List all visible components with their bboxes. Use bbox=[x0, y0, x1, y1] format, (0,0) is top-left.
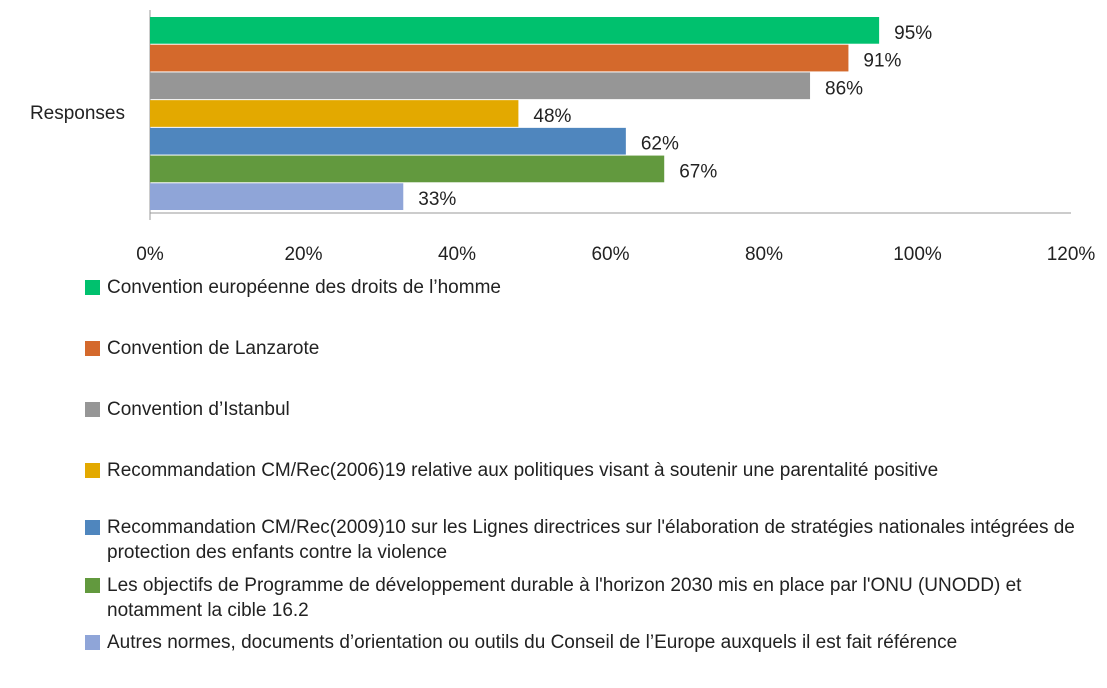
x-tick-label: 100% bbox=[893, 244, 942, 265]
data-label: 48% bbox=[533, 106, 571, 127]
x-tick-label: 120% bbox=[1047, 244, 1096, 265]
legend-label: Les objectifs de Programme de développem… bbox=[107, 575, 1022, 621]
legend-swatch bbox=[85, 280, 100, 295]
legend-label: Convention européenne des droits de l’ho… bbox=[107, 277, 501, 298]
legend-label: Convention de Lanzarote bbox=[107, 338, 320, 359]
legend-label: Convention d’Istanbul bbox=[107, 399, 290, 420]
legend-swatch bbox=[85, 341, 100, 356]
legend-swatch bbox=[85, 578, 100, 593]
data-label: 62% bbox=[641, 134, 679, 155]
legend-label: Recommandation CM/Rec(2009)10 sur les Li… bbox=[107, 517, 1075, 563]
legend-swatch bbox=[85, 463, 100, 478]
bar bbox=[150, 72, 811, 100]
bar bbox=[150, 17, 880, 44]
x-tick-label: 60% bbox=[591, 244, 629, 265]
y-tick-label: Responses bbox=[30, 103, 125, 124]
data-label: 91% bbox=[863, 51, 901, 72]
legend-label: Recommandation CM/Rec(2006)19 relative a… bbox=[107, 460, 939, 481]
data-label: 95% bbox=[894, 23, 932, 44]
bar bbox=[150, 44, 849, 72]
legend-swatch bbox=[85, 402, 100, 417]
data-label: 67% bbox=[679, 161, 717, 182]
chart: 0% 20% 40% 60% 80% 100% 120% Responses 95% 91%86%… bbox=[30, 10, 1096, 265]
x-tick-label: 20% bbox=[284, 244, 322, 265]
bar bbox=[150, 100, 519, 127]
x-tick-label: 0% bbox=[136, 244, 164, 265]
data-label: 86% bbox=[825, 78, 863, 99]
bar bbox=[150, 155, 665, 183]
legend-swatch bbox=[85, 520, 100, 535]
x-tick-label: 80% bbox=[745, 244, 783, 265]
bar bbox=[150, 127, 626, 155]
bar bbox=[150, 183, 404, 210]
legend-swatch bbox=[85, 635, 100, 650]
legend-label: Autres normes, documents d’orientation o… bbox=[107, 632, 958, 653]
data-label: 33% bbox=[418, 189, 456, 210]
x-tick-label: 40% bbox=[438, 244, 476, 265]
